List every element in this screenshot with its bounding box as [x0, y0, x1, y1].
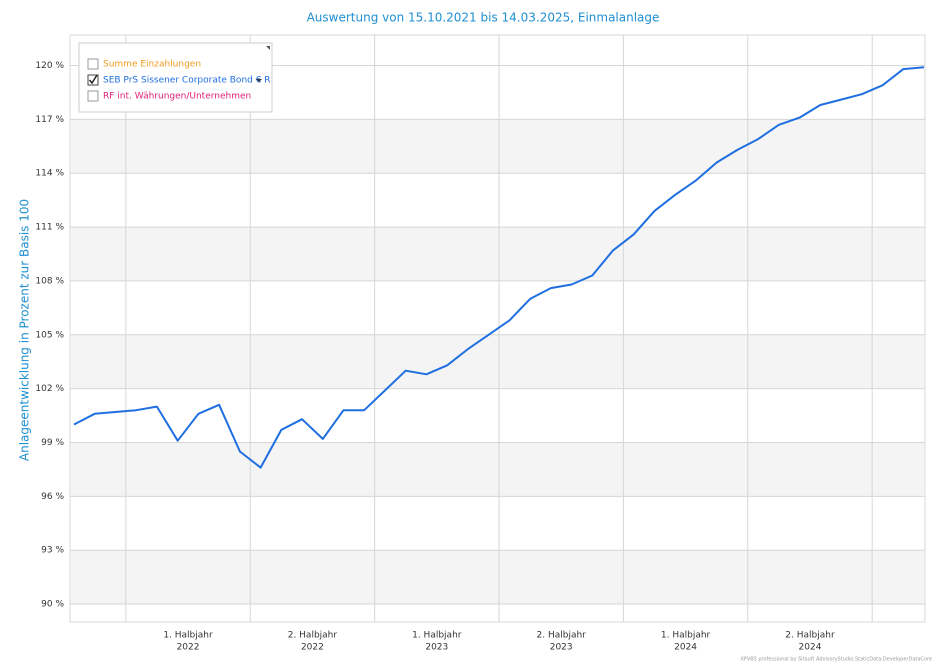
x-tick-year: 2022: [177, 643, 200, 653]
y-tick-label: 96 %: [41, 492, 64, 502]
x-tick-year: 2024: [674, 643, 697, 653]
y-tick-label: 93 %: [41, 546, 64, 556]
y-axis-label: Anlageentwicklung in Prozent zur Basis 1…: [18, 199, 32, 461]
legend-item[interactable]: Summe Einzahlungen: [87, 58, 201, 70]
data-line: [73, 66, 925, 469]
x-tick-year: 2024: [799, 643, 822, 653]
y-tick-label: 105 %: [35, 330, 64, 340]
x-tick-label: 1. Halbjahr: [661, 631, 711, 641]
y-tick-label: 114 %: [35, 169, 64, 179]
legend-label: RF int. Währungen/Unternehmen: [103, 92, 251, 102]
y-tick-label: 90 %: [41, 600, 64, 610]
check-mark: [88, 74, 98, 85]
band: [71, 550, 924, 605]
legend-item[interactable]: SEB PrS Sissener Corporate Bond € R: [87, 74, 271, 86]
x-tick-year: 2023: [550, 643, 573, 653]
y-tick-label: 102 %: [35, 384, 64, 394]
legend-label: Summe Einzahlungen: [103, 60, 201, 70]
legend-checkbox: [87, 58, 99, 70]
legend: Summe Einzahlungen SEB PrS Sissener Corpo…: [78, 42, 273, 113]
y-tick-label: 111 %: [35, 223, 64, 233]
y-tick-label: 117 %: [35, 115, 64, 125]
band: [71, 227, 924, 281]
x-tick-label: 1. Halbjahr: [412, 631, 462, 641]
x-tick-year: 2023: [425, 643, 448, 653]
band: [71, 334, 924, 389]
y-tick-label: 120 %: [35, 61, 64, 71]
x-tick-label: 1. Halbjahr: [163, 631, 213, 641]
legend-grip: [266, 46, 270, 50]
x-tick-label: 2. Halbjahr: [537, 631, 587, 641]
chart-title: Auswertung von 15.10.2021 bis 14.03.2025…: [307, 11, 660, 25]
y-tick-label: 108 %: [35, 276, 64, 286]
band: [71, 442, 924, 497]
x-tick-label: 2. Halbjahr: [785, 631, 835, 641]
legend-item[interactable]: RF int. Währungen/Unternehmen: [87, 90, 251, 102]
x-tick-year: 2022: [301, 643, 324, 653]
y-tick-label: 99 %: [41, 438, 64, 448]
footer: XPVBS professional by Sitauft AdvisorySt…: [740, 657, 932, 663]
legend-label: SEB PrS Sissener Corporate Bond € R: [103, 76, 271, 86]
dropdown-arrow: [256, 79, 262, 82]
legend-box: [78, 42, 273, 113]
legend-checkbox: [87, 90, 99, 102]
x-tick-label: 2. Halbjahr: [288, 631, 338, 641]
band: [71, 119, 924, 174]
